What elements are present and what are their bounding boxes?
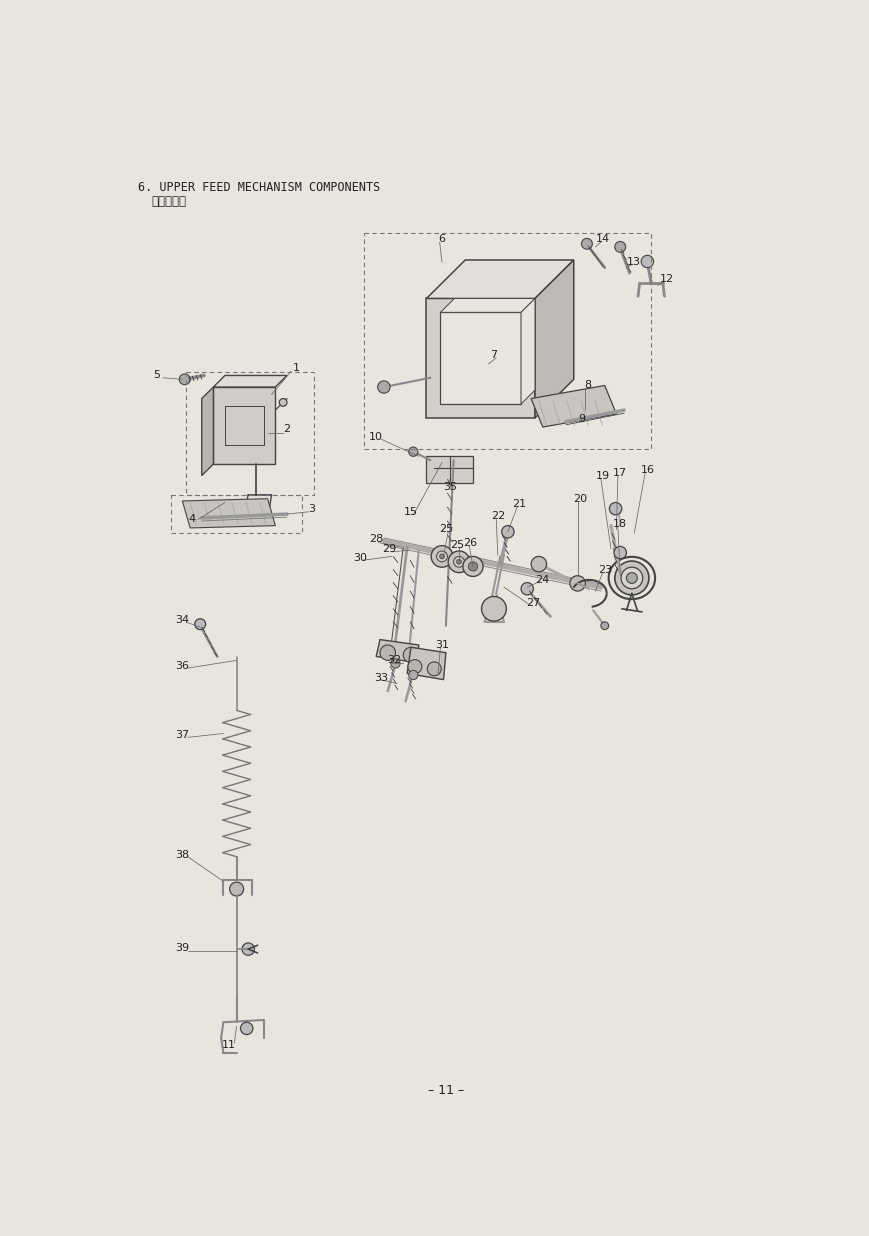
Circle shape xyxy=(448,551,469,572)
Bar xyxy=(364,234,651,449)
Text: 19: 19 xyxy=(595,471,609,481)
Circle shape xyxy=(481,597,506,622)
Circle shape xyxy=(600,622,608,629)
Polygon shape xyxy=(426,260,573,298)
Text: 39: 39 xyxy=(176,943,189,953)
Circle shape xyxy=(403,648,418,662)
Text: 31: 31 xyxy=(434,640,448,650)
Circle shape xyxy=(614,561,648,595)
Circle shape xyxy=(501,525,514,538)
Polygon shape xyxy=(213,387,275,464)
Bar xyxy=(186,372,314,494)
Text: 14: 14 xyxy=(595,234,609,245)
Circle shape xyxy=(380,645,395,660)
Text: 28: 28 xyxy=(368,534,383,545)
Circle shape xyxy=(569,576,585,591)
Polygon shape xyxy=(202,387,213,476)
Polygon shape xyxy=(182,498,275,528)
Text: 29: 29 xyxy=(381,544,396,554)
Circle shape xyxy=(436,551,447,562)
Text: 上送り関係: 上送り関係 xyxy=(151,194,186,208)
Circle shape xyxy=(179,375,190,384)
Bar xyxy=(440,313,521,404)
Polygon shape xyxy=(426,298,534,418)
Circle shape xyxy=(242,943,254,955)
Text: 26: 26 xyxy=(463,538,477,548)
Circle shape xyxy=(608,503,621,515)
Circle shape xyxy=(462,556,482,576)
Text: 30: 30 xyxy=(353,552,368,562)
Bar xyxy=(426,456,473,483)
Text: 17: 17 xyxy=(613,468,627,478)
Text: 23: 23 xyxy=(597,565,611,575)
Text: 7: 7 xyxy=(490,350,497,360)
Circle shape xyxy=(408,670,417,680)
Circle shape xyxy=(427,662,441,676)
Circle shape xyxy=(240,1022,253,1035)
Circle shape xyxy=(620,567,642,588)
Text: 11: 11 xyxy=(222,1041,235,1051)
Circle shape xyxy=(521,582,533,595)
Polygon shape xyxy=(407,648,446,680)
Text: 13: 13 xyxy=(627,257,640,267)
Text: – 11 –: – 11 – xyxy=(428,1084,463,1096)
Text: 15: 15 xyxy=(403,507,417,517)
Circle shape xyxy=(377,381,389,393)
Text: 12: 12 xyxy=(659,274,673,284)
Text: 34: 34 xyxy=(176,614,189,624)
Circle shape xyxy=(439,554,444,559)
Text: 25: 25 xyxy=(438,524,453,534)
Circle shape xyxy=(456,560,461,564)
Polygon shape xyxy=(213,376,287,387)
Text: 24: 24 xyxy=(535,575,549,585)
Text: 21: 21 xyxy=(512,499,526,509)
Text: 16: 16 xyxy=(640,465,653,475)
Text: 35: 35 xyxy=(442,482,456,492)
Circle shape xyxy=(279,398,287,407)
Text: 32: 32 xyxy=(387,655,401,665)
Text: 8: 8 xyxy=(583,381,591,391)
Text: 2: 2 xyxy=(283,424,290,434)
Text: 20: 20 xyxy=(572,493,587,504)
Text: 33: 33 xyxy=(375,674,388,684)
Circle shape xyxy=(468,562,477,571)
Text: 27: 27 xyxy=(526,598,540,608)
Circle shape xyxy=(530,556,546,572)
Text: 25: 25 xyxy=(450,540,464,550)
Polygon shape xyxy=(534,260,573,418)
Circle shape xyxy=(251,501,263,513)
Text: 6. UPPER FEED MECHANISM COMPONENTS: 6. UPPER FEED MECHANISM COMPONENTS xyxy=(138,180,380,194)
Circle shape xyxy=(431,545,453,567)
Text: 3: 3 xyxy=(308,504,315,514)
Circle shape xyxy=(229,883,243,896)
Circle shape xyxy=(195,619,205,629)
Circle shape xyxy=(408,660,421,674)
Text: 9: 9 xyxy=(577,414,584,424)
Circle shape xyxy=(640,256,653,268)
Circle shape xyxy=(408,447,417,456)
Text: 38: 38 xyxy=(176,850,189,860)
Polygon shape xyxy=(530,386,615,428)
Polygon shape xyxy=(375,639,418,662)
Circle shape xyxy=(614,546,626,559)
Text: 22: 22 xyxy=(490,512,504,522)
Polygon shape xyxy=(521,298,534,404)
Circle shape xyxy=(580,239,592,250)
Text: 10: 10 xyxy=(368,433,382,442)
Text: 5: 5 xyxy=(153,371,160,381)
Circle shape xyxy=(390,659,400,669)
Text: 6: 6 xyxy=(438,234,445,245)
Text: 1: 1 xyxy=(293,363,300,373)
Circle shape xyxy=(626,572,637,583)
Text: 37: 37 xyxy=(176,730,189,740)
Circle shape xyxy=(453,556,464,567)
Text: 36: 36 xyxy=(176,661,189,671)
Text: 18: 18 xyxy=(613,519,627,529)
Polygon shape xyxy=(440,298,534,313)
Text: 4: 4 xyxy=(189,514,196,524)
Bar xyxy=(170,494,302,533)
Circle shape xyxy=(614,241,625,252)
